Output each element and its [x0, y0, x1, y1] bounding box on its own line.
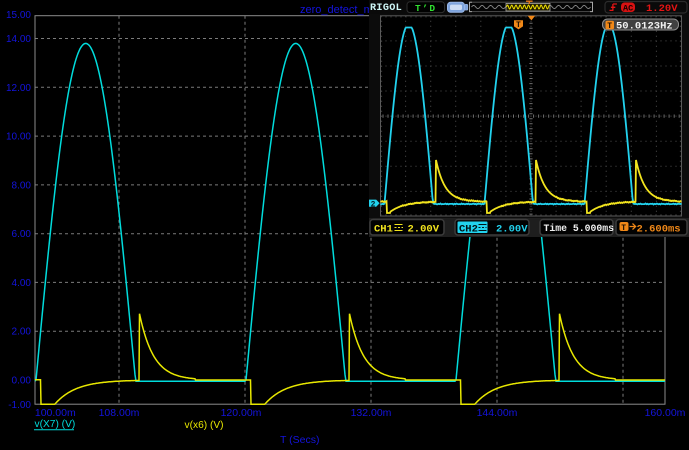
- svg-text:12.00: 12.00: [6, 83, 31, 94]
- svg-text:T: T: [621, 224, 626, 233]
- svg-text:14.00: 14.00: [6, 34, 31, 45]
- svg-text:v(x6) (V): v(x6) (V): [185, 420, 224, 431]
- svg-text:6.00: 6.00: [12, 229, 32, 240]
- svg-text:2.600ms: 2.600ms: [637, 224, 681, 236]
- svg-text:T: T: [607, 22, 612, 31]
- svg-text:v(X7) (V): v(X7) (V): [35, 419, 76, 430]
- svg-text:1.20V: 1.20V: [646, 3, 678, 15]
- svg-text:T (Secs): T (Secs): [280, 434, 319, 446]
- svg-text:RIGOL: RIGOL: [370, 3, 402, 14]
- svg-text:4.00: 4.00: [12, 278, 32, 289]
- svg-text:120.00m: 120.00m: [221, 407, 262, 419]
- svg-text:15.00: 15.00: [6, 10, 31, 21]
- svg-text:2.00V: 2.00V: [496, 224, 528, 236]
- svg-text:2: 2: [371, 200, 376, 209]
- svg-text:8.00: 8.00: [12, 180, 32, 191]
- svg-text:100.00m: 100.00m: [35, 407, 76, 419]
- svg-text:CH1: CH1: [374, 224, 393, 236]
- svg-text:50.0123Hz: 50.0123Hz: [616, 21, 673, 33]
- svg-text:Time 5.000ms: Time 5.000ms: [544, 223, 615, 234]
- svg-text:2.00: 2.00: [12, 327, 32, 338]
- svg-text:CH2: CH2: [459, 224, 478, 236]
- svg-text:144.00m: 144.00m: [477, 407, 518, 419]
- svg-text:0.00: 0.00: [12, 376, 32, 387]
- svg-text:10.00: 10.00: [6, 132, 31, 143]
- svg-text:160.00m: 160.00m: [645, 407, 686, 419]
- svg-text:AC: AC: [623, 4, 633, 14]
- svg-text:zero_detect_main: zero_detect_main: [300, 4, 387, 16]
- svg-text:108.00m: 108.00m: [99, 407, 140, 419]
- svg-text:2.00V: 2.00V: [408, 224, 440, 236]
- svg-text:T’D: T’D: [415, 3, 437, 14]
- svg-text:-1.00: -1.00: [8, 400, 31, 411]
- svg-text:132.00m: 132.00m: [351, 407, 392, 419]
- svg-text:T: T: [516, 21, 521, 30]
